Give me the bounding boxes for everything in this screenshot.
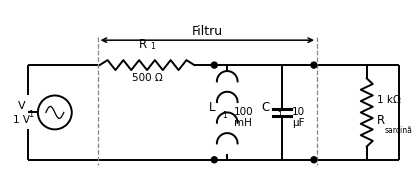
Text: R: R	[139, 38, 147, 51]
Text: 1: 1	[222, 111, 227, 120]
Text: 10
μF: 10 μF	[292, 107, 305, 128]
Text: sarcină: sarcină	[385, 126, 413, 135]
Circle shape	[311, 157, 317, 163]
Text: V: V	[18, 101, 26, 111]
Text: R: R	[377, 114, 385, 127]
Circle shape	[211, 157, 217, 163]
Text: Filtru: Filtru	[192, 25, 223, 38]
Text: 500 Ω: 500 Ω	[132, 73, 163, 83]
Text: 1: 1	[150, 42, 155, 51]
Text: 1 V: 1 V	[13, 115, 31, 125]
Circle shape	[311, 62, 317, 68]
Text: 1: 1	[277, 111, 282, 120]
Text: 100
mH: 100 mH	[234, 107, 254, 128]
Text: C: C	[262, 101, 270, 114]
Text: 1: 1	[28, 110, 33, 120]
Circle shape	[211, 62, 217, 68]
Text: 1 kΩ: 1 kΩ	[377, 95, 401, 105]
Text: L: L	[209, 101, 215, 114]
